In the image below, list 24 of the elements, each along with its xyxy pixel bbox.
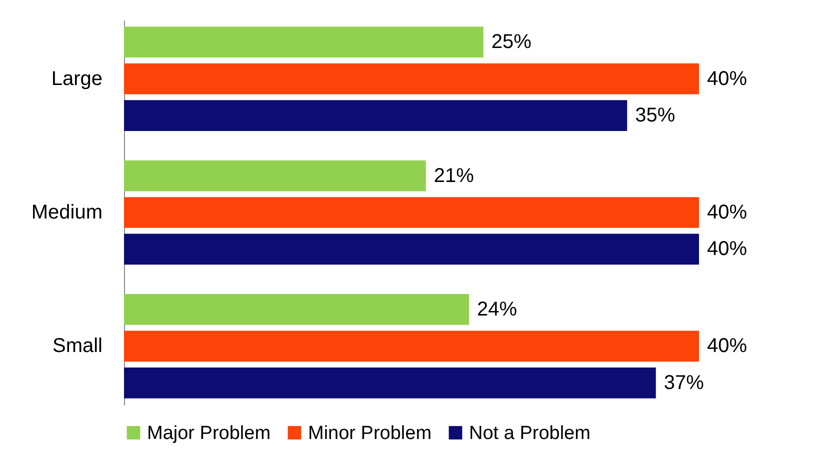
bar xyxy=(124,294,469,325)
bar xyxy=(124,197,699,228)
bar xyxy=(124,234,699,265)
legend-label: Major Problem xyxy=(147,422,271,444)
bar xyxy=(124,26,484,58)
bar xyxy=(124,100,628,131)
y-tick-label: Small xyxy=(52,335,102,358)
bar xyxy=(124,330,699,362)
bar xyxy=(124,63,699,94)
data-label: 40% xyxy=(707,202,748,224)
bar xyxy=(124,367,656,398)
data-label: 21% xyxy=(434,164,474,187)
bar xyxy=(124,160,426,192)
data-label: 25% xyxy=(491,31,532,54)
data-label: 35% xyxy=(635,104,676,127)
legend-label: Not a Problem xyxy=(469,422,590,444)
data-label: 24% xyxy=(477,298,518,320)
data-label: 40% xyxy=(707,238,748,260)
data-label: 40% xyxy=(707,335,748,358)
y-tick-label: Large xyxy=(51,68,102,90)
legend-label: Minor Problem xyxy=(308,422,432,444)
y-tick-label: Medium xyxy=(31,202,102,224)
data-label: 40% xyxy=(707,68,748,90)
data-label: 37% xyxy=(664,372,704,394)
